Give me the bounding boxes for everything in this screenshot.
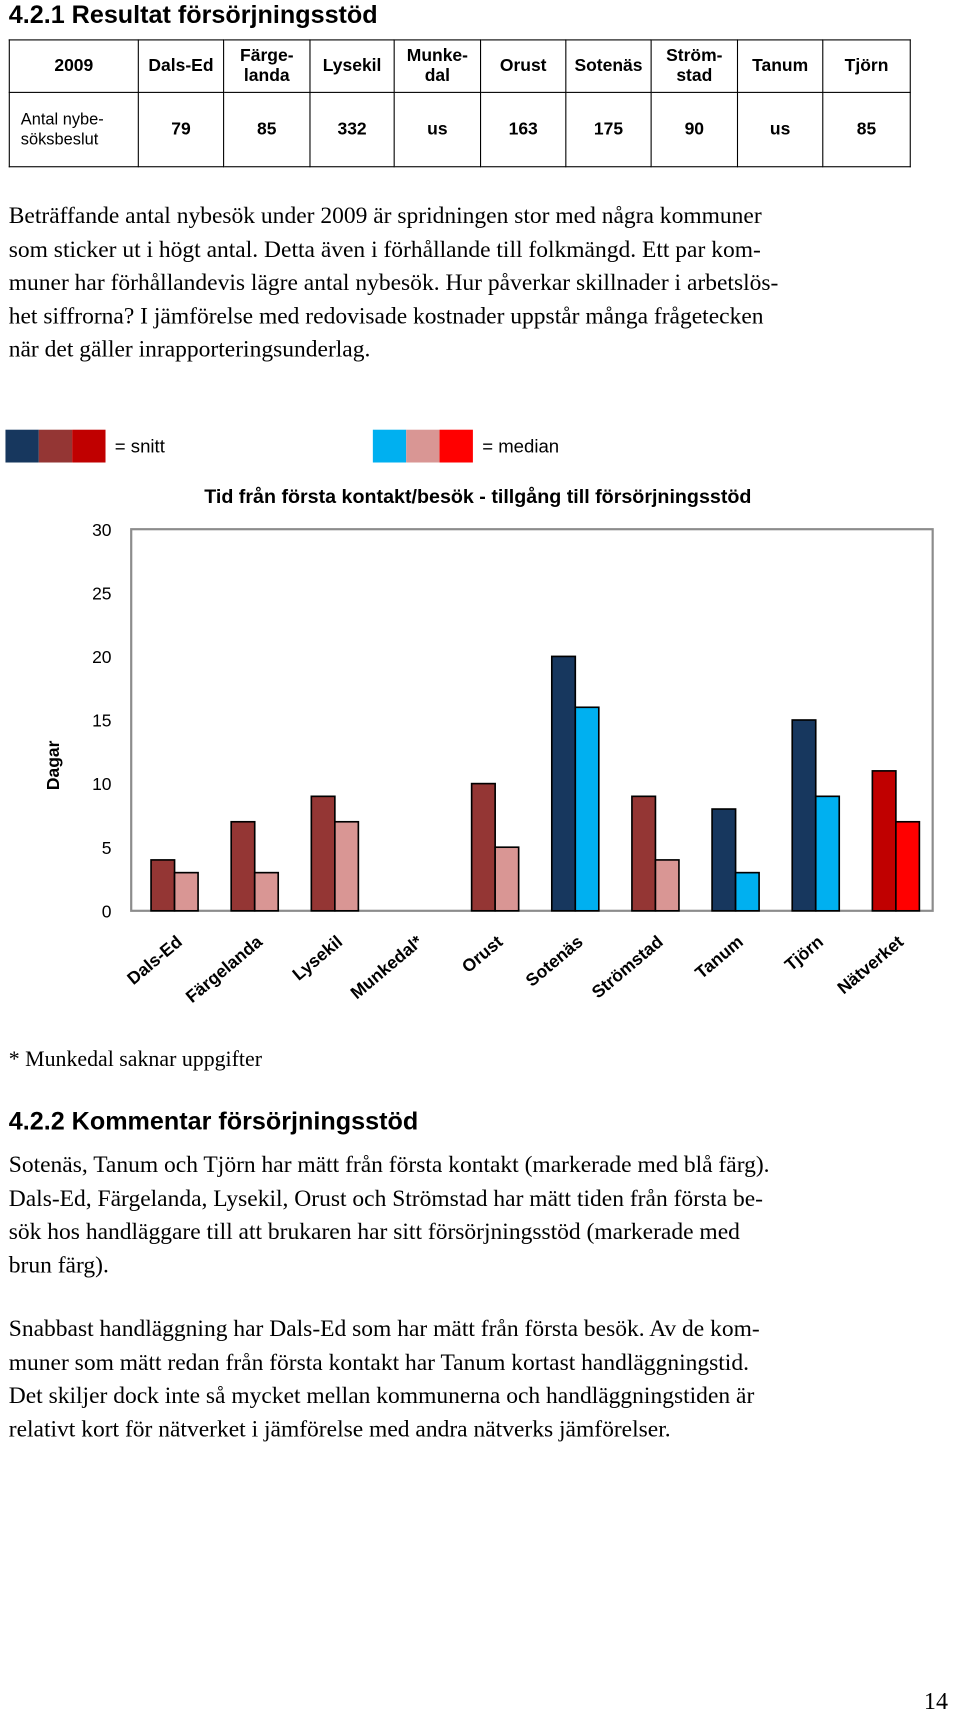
x-tick-label: Munkedal* <box>346 931 426 1003</box>
legend-swatch <box>406 429 440 463</box>
x-tick-label: Sotenäs <box>522 931 587 990</box>
legend-swatch <box>5 429 39 463</box>
table-cell: 2009 <box>8 39 139 93</box>
bar <box>654 859 680 912</box>
y-tick-label: 10 <box>92 774 112 794</box>
y-tick-label: 0 <box>102 901 112 921</box>
table-row: Antal nybe- söksbeslut 79 85 332 us 163 175 90 u… <box>8 91 911 168</box>
bar <box>871 770 897 912</box>
x-tick-label: Nätverket <box>833 931 907 998</box>
chart-title: Tid från första kontakt/besök - tillgång… <box>204 485 751 508</box>
table-cell: Tjörn <box>822 39 911 93</box>
bar <box>734 871 760 912</box>
bar <box>711 808 737 912</box>
heading: 4.2.1 Resultat försörjningsstöd <box>8 0 378 29</box>
bar <box>310 795 336 912</box>
legend-swatch <box>72 429 106 463</box>
text-line: när det gäller inrapporteringsunderlag. <box>8 335 371 362</box>
bar <box>173 871 199 912</box>
table-cell: 175 <box>565 91 652 168</box>
bar <box>791 719 817 912</box>
text-line: som sticker ut i högt antal. Detta även … <box>8 235 761 262</box>
bar <box>550 655 577 912</box>
table-cell: Munke- dal <box>393 39 482 93</box>
text-line: Det skiljer dock inte så mycket mellan k… <box>8 1382 755 1409</box>
x-tick-label: Strömstad <box>588 931 667 1002</box>
text-line: Beträffande antal nybesök under 2009 är … <box>8 202 762 229</box>
bar <box>574 706 600 912</box>
table-cell: 85 <box>223 91 311 168</box>
y-tick-label: 30 <box>92 520 112 540</box>
x-tick-label: Lysekil <box>288 931 346 984</box>
paragraph: Sotenäs, Tanum och Tjörn har mätt från f… <box>9 1148 770 1281</box>
text-line: het siffrorna? I jämförelse med redovisa… <box>8 302 764 329</box>
bar <box>494 846 520 912</box>
y-tick-label: 5 <box>102 838 112 858</box>
text-line: muner har förhållandevis lägre antal nyb… <box>8 268 779 296</box>
table: 2009 Dals-Ed Färge- landa Lysekil Munke- dal… <box>8 39 911 168</box>
table-cell: 85 <box>822 91 911 168</box>
legend-swatch <box>372 429 407 463</box>
bar <box>470 782 496 912</box>
table-cell: us <box>393 91 482 168</box>
table-cell: Sotenäs <box>565 39 652 93</box>
text-line: Dals-Ed, Färgelanda, Lysekil, Orust och … <box>8 1184 764 1211</box>
text-line: brun färg). <box>8 1251 109 1278</box>
y-tick-label: 15 <box>92 711 111 731</box>
bar <box>631 795 657 912</box>
x-tick-label: Orust <box>458 931 507 976</box>
chart: Tid från första kontakt/besök - tillgång… <box>5 429 934 1007</box>
x-tick-label: Tanum <box>691 931 747 982</box>
text-line: Sotenäs, Tanum och Tjörn har mätt från f… <box>8 1151 770 1178</box>
table-cell: Dals-Ed <box>137 39 225 93</box>
plot-border <box>130 528 934 912</box>
x-tick-label: Färgelanda <box>182 931 267 1006</box>
y-axis-label: Dagar <box>43 740 63 790</box>
x-tick-label: Tjörn <box>781 931 827 974</box>
text-line: sök hos handläggare till att brukaren ha… <box>8 1218 740 1245</box>
table-cell: 90 <box>650 91 739 168</box>
bar <box>253 871 280 912</box>
table-cell: Tanum <box>736 39 824 93</box>
heading: 4.2.2 Kommentar försörjningsstöd <box>8 1106 419 1135</box>
legend-swatch <box>439 429 473 463</box>
bar <box>334 820 360 912</box>
legend-label: = snitt <box>115 436 166 457</box>
text-line: relativt kort för nätverket i jämförelse… <box>8 1415 671 1442</box>
legend-swatch <box>38 429 73 463</box>
bar <box>230 820 256 912</box>
bar <box>814 795 841 912</box>
text-line: Snabbast handläggning har Dals-Ed som ha… <box>8 1315 760 1342</box>
table-cell: 79 <box>137 91 225 168</box>
table-cell: us <box>736 91 824 168</box>
table-cell: Färge- landa <box>223 39 311 93</box>
paragraph: Snabbast handläggning har Dals-Ed som ha… <box>9 1312 760 1445</box>
table-cell: Lysekil <box>309 39 395 93</box>
paragraph: Beträffande antal nybesök under 2009 är … <box>9 199 779 366</box>
text-line: muner som mätt redan från första kontakt… <box>8 1348 749 1375</box>
legend-label: = median <box>482 436 559 457</box>
x-tick-label: Dals-Ed <box>123 931 186 988</box>
page-number: 14 <box>923 1687 948 1715</box>
y-tick-label: 25 <box>92 583 111 603</box>
table-cell: Ström- stad <box>650 39 739 93</box>
table-cell: Orust <box>480 39 567 93</box>
table-cell: 163 <box>480 91 567 168</box>
footnote: * Munkedal saknar uppgifter <box>8 1047 262 1072</box>
y-tick-label: 20 <box>92 647 112 667</box>
table-header: 2009 Dals-Ed Färge- landa Lysekil Munke- dal… <box>8 39 911 93</box>
bar <box>895 820 921 912</box>
table-cell: 332 <box>309 91 395 168</box>
bar <box>150 859 176 912</box>
table-cell: Antal nybe- söksbeslut <box>8 91 139 168</box>
